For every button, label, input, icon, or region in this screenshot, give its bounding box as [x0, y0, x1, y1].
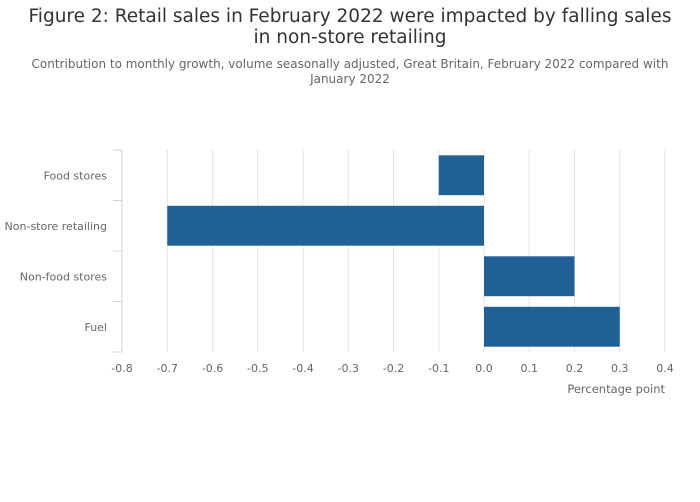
x-tick-label: 0.1: [521, 362, 539, 375]
x-tick-label: -0.6: [202, 362, 223, 375]
x-tick-label: -0.2: [383, 362, 404, 375]
category-labels: Food stores Non-store retailing Non-food s…: [5, 169, 108, 334]
bars: [167, 155, 620, 347]
x-tick-label: 0.3: [611, 362, 629, 375]
x-tick-label: -0.5: [247, 362, 268, 375]
category-label: Non-store retailing: [5, 220, 107, 233]
y-axis: [113, 149, 123, 353]
x-tick-labels: -0.8 -0.7 -0.6 -0.5 -0.4 -0.3 -0.2 -0.1 0.0 0.1 0.…: [111, 362, 673, 375]
bar[interactable]: [167, 205, 484, 246]
x-tick-label: -0.3: [338, 362, 359, 375]
x-tick-label: 0.0: [475, 362, 493, 375]
x-tick-label: -0.7: [157, 362, 178, 375]
x-axis-title: Percentage point: [567, 382, 665, 396]
category-label: Fuel: [84, 321, 107, 334]
x-tick-label: -0.8: [111, 362, 132, 375]
bar[interactable]: [484, 256, 575, 297]
category-label: Non-food stores: [20, 270, 108, 283]
x-tick-label: -0.4: [292, 362, 313, 375]
bar[interactable]: [438, 155, 484, 196]
chart-title: Figure 2: Retail sales in February 2022 …: [28, 6, 672, 48]
bar[interactable]: [484, 306, 620, 347]
chart-subtitle: Contribution to monthly growth, volume s…: [31, 57, 669, 86]
category-label: Food stores: [44, 169, 108, 182]
x-tick-label: 0.4: [656, 362, 674, 375]
x-tick-label: 0.2: [566, 362, 584, 375]
x-tick-label: -0.1: [428, 362, 449, 375]
